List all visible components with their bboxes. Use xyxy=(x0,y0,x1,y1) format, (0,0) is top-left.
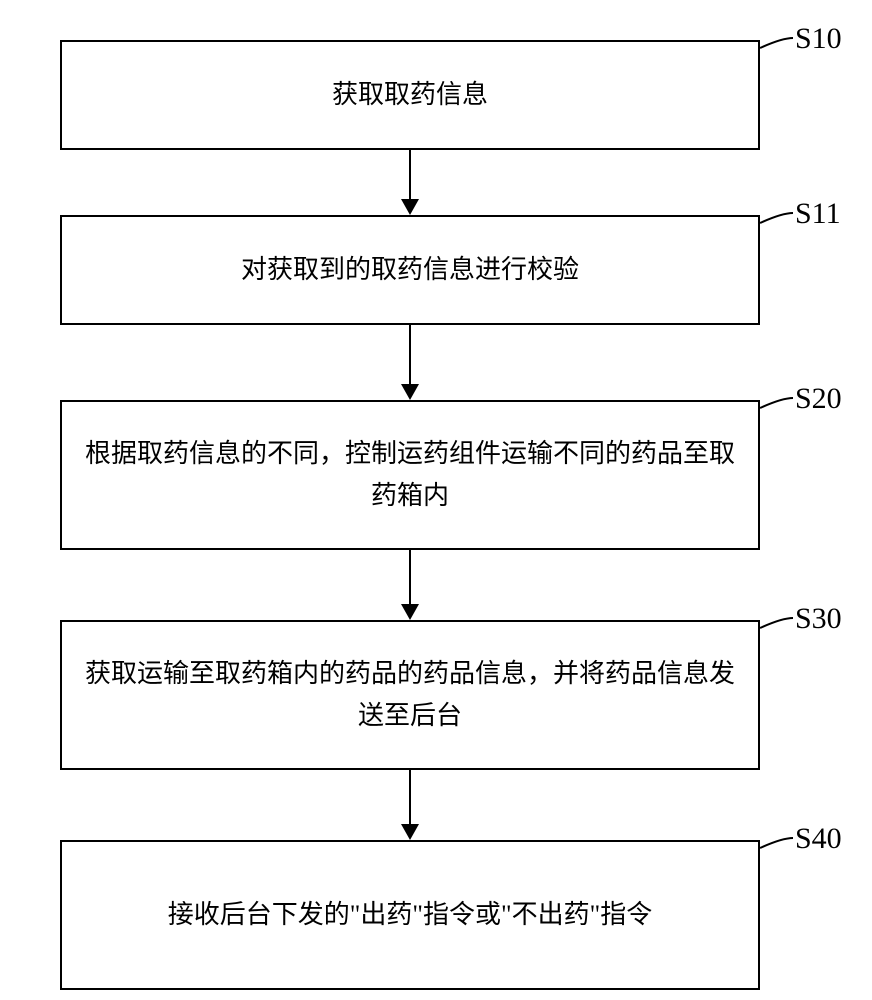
step-label-s40: S40 xyxy=(795,822,842,856)
flow-arrow xyxy=(399,148,421,217)
flow-step-text: 根据取药信息的不同，控制运药组件运输不同的药品至取药箱内 xyxy=(82,433,738,516)
leader-line xyxy=(758,211,795,225)
step-label-s30: S30 xyxy=(795,602,842,636)
step-label-s11: S11 xyxy=(795,197,841,231)
leader-line xyxy=(758,36,795,50)
flow-step-text: 获取运输至取药箱内的药品的药品信息，并将药品信息发送至后台 xyxy=(82,653,738,736)
step-label-s20: S20 xyxy=(795,382,842,416)
flow-step-s20: 根据取药信息的不同，控制运药组件运输不同的药品至取药箱内 xyxy=(60,400,760,550)
step-label-s10: S10 xyxy=(795,22,842,56)
flow-step-s30: 获取运输至取药箱内的药品的药品信息，并将药品信息发送至后台 xyxy=(60,620,760,770)
flow-step-text: 对获取到的取药信息进行校验 xyxy=(241,249,579,291)
flowchart-canvas: 获取取药信息对获取到的取药信息进行校验根据取药信息的不同，控制运药组件运输不同的… xyxy=(0,0,872,1000)
leader-line xyxy=(758,396,795,410)
flow-step-s10: 获取取药信息 xyxy=(60,40,760,150)
flow-arrow xyxy=(399,323,421,402)
flow-step-text: 获取取药信息 xyxy=(332,74,488,116)
flow-step-s40: 接收后台下发的"出药"指令或"不出药"指令 xyxy=(60,840,760,990)
flow-arrow xyxy=(399,768,421,842)
flow-step-s11: 对获取到的取药信息进行校验 xyxy=(60,215,760,325)
leader-line xyxy=(758,836,795,850)
flow-step-text: 接收后台下发的"出药"指令或"不出药"指令 xyxy=(168,894,652,936)
leader-line xyxy=(758,616,795,630)
flow-arrow xyxy=(399,548,421,622)
